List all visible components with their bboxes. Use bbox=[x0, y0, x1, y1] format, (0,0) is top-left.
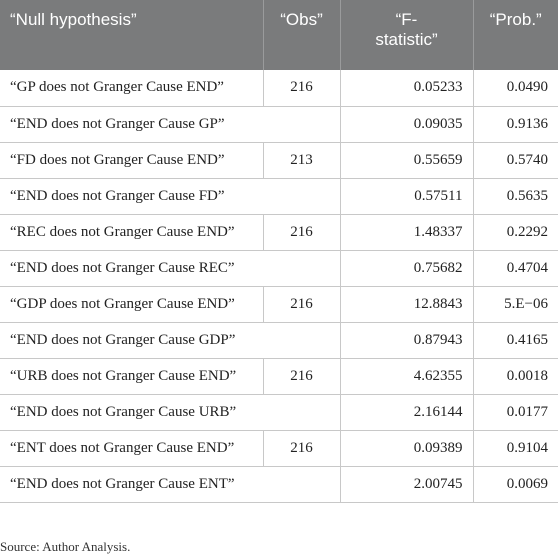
table-row: “END does not Granger Cause REC” 0.75682 0… bbox=[0, 250, 558, 287]
cell-f-statistic: 0.87943 bbox=[340, 322, 474, 359]
table-body: “GP does not Granger Cause END” 216 0.0523… bbox=[0, 70, 558, 503]
header-f-line1: “F- bbox=[395, 10, 418, 29]
cell-f-statistic: 0.09035 bbox=[340, 106, 474, 143]
cell-hypothesis: “URB does not Granger Cause END” bbox=[0, 358, 264, 395]
cell-prob: 0.9136 bbox=[473, 106, 558, 143]
table-row: “END does not Granger Cause URB” 2.16144 0… bbox=[0, 394, 558, 431]
cell-f-statistic: 0.05233 bbox=[340, 70, 474, 107]
cell-prob: 0.9104 bbox=[473, 430, 558, 467]
cell-f-statistic: 2.00745 bbox=[340, 466, 474, 503]
cell-hypothesis: “END does not Granger Cause GP” bbox=[0, 106, 341, 143]
header-prob: “Prob.” bbox=[473, 0, 558, 70]
cell-f-statistic: 4.62355 bbox=[340, 358, 474, 395]
table-row: “GDP does not Granger Cause END” 216 12.88… bbox=[0, 286, 558, 323]
cell-prob: 0.5740 bbox=[473, 142, 558, 179]
cell-prob: 0.4165 bbox=[473, 322, 558, 359]
cell-hypothesis: “END does not Granger Cause URB” bbox=[0, 394, 341, 431]
header-f-statistic: “F- statistic” bbox=[340, 0, 474, 70]
header-obs: “Obs” bbox=[263, 0, 341, 70]
table-row: “GP does not Granger Cause END” 216 0.0523… bbox=[0, 70, 558, 107]
cell-f-statistic: 0.09389 bbox=[340, 430, 474, 467]
cell-prob: 5.E−06 bbox=[473, 286, 558, 323]
cell-obs: 213 bbox=[263, 142, 341, 179]
table-row: “ENT does not Granger Cause END” 216 0.093… bbox=[0, 430, 558, 467]
cell-prob: 0.0069 bbox=[473, 466, 558, 503]
cell-hypothesis: “REC does not Granger Cause END” bbox=[0, 214, 264, 251]
cell-hypothesis: “FD does not Granger Cause END” bbox=[0, 142, 264, 179]
header-f-line2: statistic” bbox=[375, 30, 438, 49]
table-row: “END does not Granger Cause ENT” 2.00745 0… bbox=[0, 466, 558, 503]
cell-f-statistic: 1.48337 bbox=[340, 214, 474, 251]
granger-causality-table: “Null hypothesis” “Obs” “F- statistic” “… bbox=[0, 0, 558, 503]
cell-hypothesis: “END does not Granger Cause ENT” bbox=[0, 466, 341, 503]
cell-f-statistic: 0.75682 bbox=[340, 250, 474, 287]
cell-obs: 216 bbox=[263, 286, 341, 323]
table-row: “END does not Granger Cause FD” 0.57511 0.… bbox=[0, 178, 558, 215]
cell-prob: 0.0177 bbox=[473, 394, 558, 431]
source-note: Source: Author Analysis. bbox=[0, 539, 131, 554]
cell-hypothesis: “END does not Granger Cause GDP” bbox=[0, 322, 341, 359]
cell-prob: 0.0018 bbox=[473, 358, 558, 395]
cell-f-statistic: 2.16144 bbox=[340, 394, 474, 431]
cell-obs: 216 bbox=[263, 430, 341, 467]
cell-obs: 216 bbox=[263, 358, 341, 395]
table-row: “URB does not Granger Cause END” 216 4.623… bbox=[0, 358, 558, 395]
cell-hypothesis: “END does not Granger Cause REC” bbox=[0, 250, 341, 287]
header-null-hypothesis: “Null hypothesis” bbox=[0, 0, 264, 70]
table-row: “END does not Granger Cause GDP” 0.87943 0… bbox=[0, 322, 558, 359]
cell-f-statistic: 0.57511 bbox=[340, 178, 474, 215]
table-row: “END does not Granger Cause GP” 0.09035 0.… bbox=[0, 106, 558, 143]
table-row: “FD does not Granger Cause END” 213 0.5565… bbox=[0, 142, 558, 179]
cell-prob: 0.2292 bbox=[473, 214, 558, 251]
cell-prob: 0.4704 bbox=[473, 250, 558, 287]
table-header: “Null hypothesis” “Obs” “F- statistic” “… bbox=[0, 0, 558, 70]
cell-f-statistic: 0.55659 bbox=[340, 142, 474, 179]
cell-hypothesis: “GDP does not Granger Cause END” bbox=[0, 286, 264, 323]
cell-obs: 216 bbox=[263, 70, 341, 107]
cell-hypothesis: “END does not Granger Cause FD” bbox=[0, 178, 341, 215]
table-row: “REC does not Granger Cause END” 216 1.483… bbox=[0, 214, 558, 251]
cell-obs: 216 bbox=[263, 214, 341, 251]
cell-hypothesis: “ENT does not Granger Cause END” bbox=[0, 430, 264, 467]
cell-prob: 0.5635 bbox=[473, 178, 558, 215]
cell-prob: 0.0490 bbox=[473, 70, 558, 107]
cell-f-statistic: 12.8843 bbox=[340, 286, 474, 323]
cell-hypothesis: “GP does not Granger Cause END” bbox=[0, 70, 264, 107]
